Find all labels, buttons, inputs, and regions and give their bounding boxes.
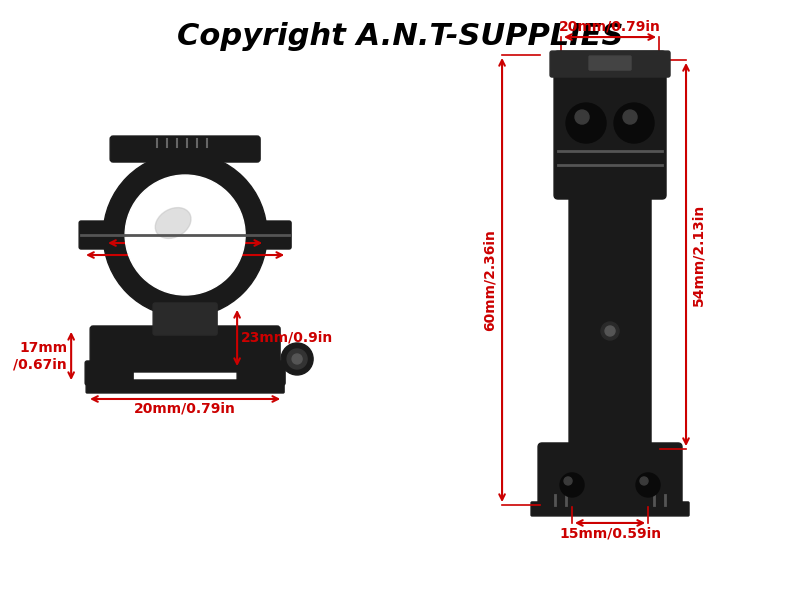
FancyBboxPatch shape <box>153 303 217 335</box>
FancyBboxPatch shape <box>550 51 670 77</box>
FancyBboxPatch shape <box>79 221 107 249</box>
Text: 30mm/1.18in: 30mm/1.18in <box>134 245 236 259</box>
FancyBboxPatch shape <box>85 361 133 385</box>
Text: 15mm/0.59in: 15mm/0.59in <box>559 527 661 541</box>
Text: 25.4mm/ 1 in: 25.4mm/ 1 in <box>134 212 236 226</box>
Text: 54mm/2.13in: 54mm/2.13in <box>691 203 705 305</box>
FancyBboxPatch shape <box>538 443 682 509</box>
Circle shape <box>292 354 302 364</box>
Circle shape <box>623 110 637 124</box>
FancyBboxPatch shape <box>531 502 689 516</box>
FancyBboxPatch shape <box>554 51 666 199</box>
Circle shape <box>564 477 572 485</box>
Circle shape <box>614 103 654 143</box>
Text: 60mm/2.36in: 60mm/2.36in <box>483 229 497 331</box>
Text: 20mm/0.79in: 20mm/0.79in <box>134 402 236 416</box>
FancyBboxPatch shape <box>569 192 651 450</box>
Circle shape <box>287 349 307 369</box>
Circle shape <box>575 110 589 124</box>
Circle shape <box>281 343 313 375</box>
Text: 17mm
/0.67in: 17mm /0.67in <box>14 341 67 371</box>
Text: 20mm/0.79in: 20mm/0.79in <box>559 19 661 33</box>
Circle shape <box>601 322 619 340</box>
Circle shape <box>566 103 606 143</box>
Circle shape <box>640 477 648 485</box>
FancyBboxPatch shape <box>237 361 285 385</box>
FancyBboxPatch shape <box>86 380 284 393</box>
FancyBboxPatch shape <box>110 136 260 162</box>
Text: 23mm/0.9in: 23mm/0.9in <box>241 331 334 345</box>
Ellipse shape <box>155 208 191 238</box>
Circle shape <box>125 175 245 295</box>
Circle shape <box>560 473 584 497</box>
Circle shape <box>103 153 267 317</box>
FancyBboxPatch shape <box>589 56 631 70</box>
Text: 45mm/1.77in: 45mm/1.77in <box>134 257 236 271</box>
FancyBboxPatch shape <box>90 326 280 372</box>
Circle shape <box>636 473 660 497</box>
Circle shape <box>605 326 615 336</box>
FancyBboxPatch shape <box>263 221 291 249</box>
Text: Copyright A.N.T-SUPPLIES: Copyright A.N.T-SUPPLIES <box>177 22 623 51</box>
